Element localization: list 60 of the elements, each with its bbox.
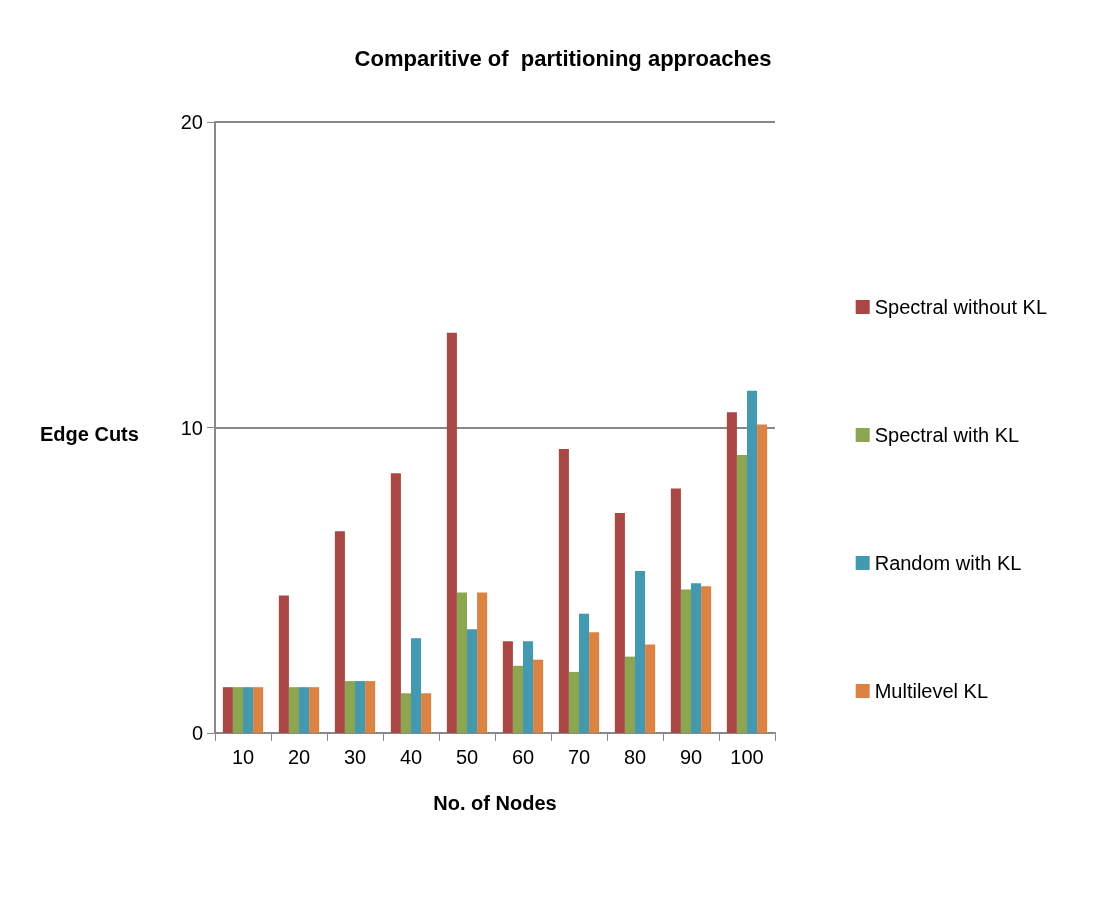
legend-label: Random with KL [874,552,1022,574]
x-tick-label: 50 [455,746,479,768]
bar [421,693,432,733]
bar [400,693,411,733]
x-tick-label: 70 [567,746,591,768]
bar [299,687,310,733]
x-tick-label: 10 [231,746,255,768]
y-tick-label: 20 [180,111,203,133]
bar [579,613,590,733]
bar [589,632,600,733]
x-tick-label: 40 [399,746,423,768]
bar [467,629,478,733]
bar [334,531,345,733]
y-tick-label: 0 [191,722,203,744]
bar [614,513,625,733]
x-tick-label: 90 [679,746,703,768]
bar [390,473,401,733]
bar [680,589,691,733]
x-tick-label: 60 [511,746,535,768]
bar [726,412,737,733]
bar [456,592,467,733]
bar [253,687,264,733]
bar [232,687,243,733]
bar [624,656,635,733]
bar [288,687,299,733]
bar [533,659,544,733]
bar [355,681,366,733]
bar [278,595,289,733]
bar [446,332,457,733]
legend-label: Multilevel KL [874,680,989,702]
bar [568,671,579,733]
bar [736,455,747,733]
bar [502,641,513,733]
bar [512,665,523,733]
bar [747,390,758,733]
bar [670,488,681,733]
bar [243,687,254,733]
chart-title: Comparitive of partitioning approaches [354,45,772,71]
x-tick-label: 30 [343,746,367,768]
x-tick-label: 100 [730,746,764,768]
bar [523,641,534,733]
legend-label: Spectral with KL [874,424,1020,446]
legend-label: Spectral without KL [874,296,1048,318]
bar [691,583,702,733]
bar [365,681,376,733]
x-axis-title: No. of Nodes [433,792,557,814]
bar [477,592,488,733]
bar [411,638,422,733]
x-tick-label: 80 [623,746,647,768]
bar [309,687,320,733]
y-axis-title: Edge Cuts [40,423,139,445]
x-tick-label: 20 [287,746,311,768]
bar [701,586,712,733]
bar [222,687,233,733]
y-tick-label: 10 [180,416,203,439]
bar [645,644,656,733]
bar [344,681,355,733]
bar [757,424,768,733]
bar [558,448,569,733]
bar [635,571,646,733]
